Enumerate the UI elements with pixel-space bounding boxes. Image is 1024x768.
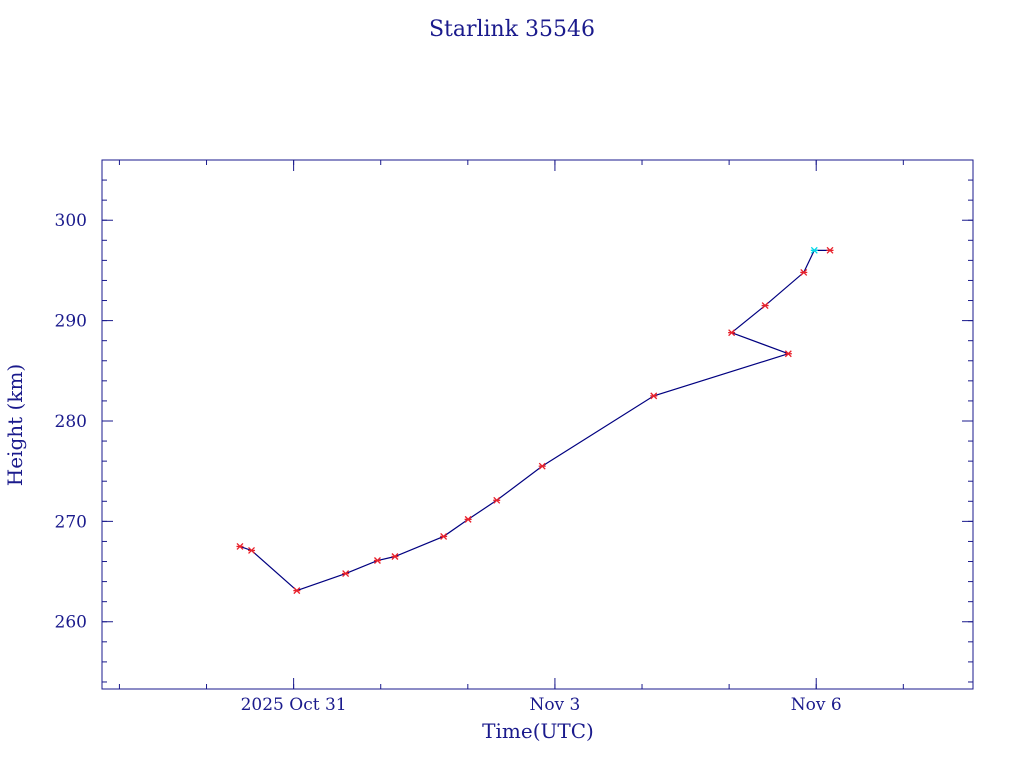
series-line [239,249,831,592]
data-point [248,547,256,554]
data-point [650,392,658,400]
data-point [342,570,350,578]
chart-title: Starlink 35546 [429,17,595,42]
y-tick-label: 280 [55,412,87,432]
y-tick-label: 300 [55,211,87,231]
data-point [464,515,472,523]
x-tick-label: 2025 Oct 31 [241,695,347,715]
y-axis-label: Height (km) [3,364,27,486]
y-tick-label: 290 [55,312,87,332]
data-point [373,557,381,564]
data-point [728,329,736,337]
series-layer [236,246,834,595]
data-point [826,246,834,254]
data-point [293,587,301,595]
minor-ticks [102,159,973,689]
plot-frame [101,159,974,690]
data-point [761,302,769,310]
x-axis: 2025 Oct 31 Nov 3 Nov 6 [241,160,842,715]
data-point [493,496,501,504]
x-axis-label: Time(UTC) [482,719,594,743]
data-point [236,543,244,550]
x-tick-label: Nov 6 [791,695,842,715]
data-point [784,350,792,358]
x-tick-label: Nov 3 [529,695,580,715]
y-axis: 260 270 280 290 300 [55,211,973,633]
data-point [810,246,818,254]
data-point [538,462,546,470]
data-point [800,268,808,276]
data-point [440,532,448,540]
data-point [391,553,399,560]
y-tick-label: 270 [55,512,87,532]
y-tick-label: 260 [55,613,87,633]
